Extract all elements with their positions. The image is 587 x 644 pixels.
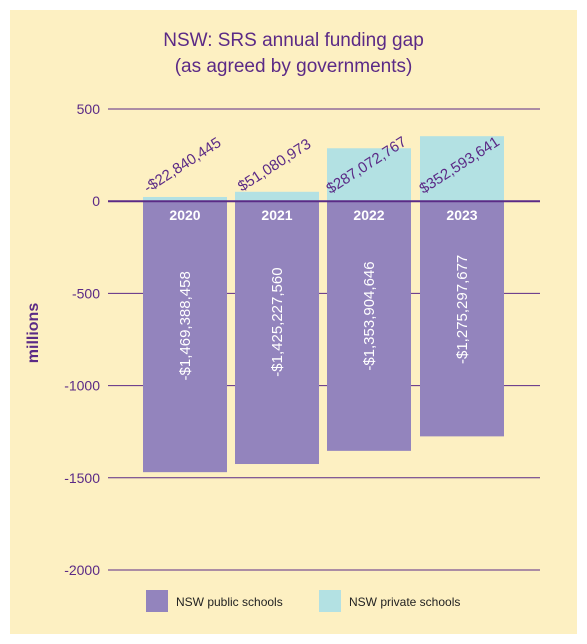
bar-private-2022	[327, 148, 411, 202]
data-label-private: $51,080,973	[235, 136, 314, 196]
bar-public-2021	[235, 201, 319, 465]
data-label-private: -$22,840,445	[141, 134, 224, 196]
legend-label-public: NSW public schools	[176, 595, 283, 609]
legend-swatch-public	[146, 590, 168, 612]
bar-public-2022	[327, 201, 411, 451]
legend-swatch-private	[319, 590, 341, 612]
category-label: 2023	[446, 207, 477, 223]
chart-title-line2: (as agreed by governments)	[174, 56, 413, 77]
category-label: 2022	[353, 207, 384, 223]
bar-private-2023	[420, 136, 504, 202]
y-axis-label: millions	[25, 303, 42, 364]
bar-public-2023	[420, 201, 504, 437]
y-tick-label: -2000	[64, 562, 100, 578]
data-label-public: -$1,425,227,560	[269, 267, 286, 376]
category-label: 2020	[169, 207, 200, 223]
y-tick-label: 0	[92, 193, 100, 209]
category-label: 2021	[261, 207, 292, 223]
y-tick-label: 500	[77, 101, 101, 117]
chart-title-line1: NSW: SRS annual funding gap	[163, 30, 424, 51]
bar-public-2020	[143, 201, 227, 473]
y-tick-label: -1000	[64, 378, 100, 394]
bar-private-2020	[143, 196, 227, 202]
bar-private-2021	[235, 191, 319, 202]
legend-label-private: NSW private schools	[349, 595, 460, 609]
y-tick-label: -500	[72, 285, 100, 301]
data-label-public: -$1,469,388,458	[177, 271, 194, 380]
data-label-public: -$1,353,904,646	[361, 261, 378, 370]
data-label-public: -$1,275,297,677	[454, 255, 471, 364]
y-tick-label: -1500	[64, 470, 100, 486]
